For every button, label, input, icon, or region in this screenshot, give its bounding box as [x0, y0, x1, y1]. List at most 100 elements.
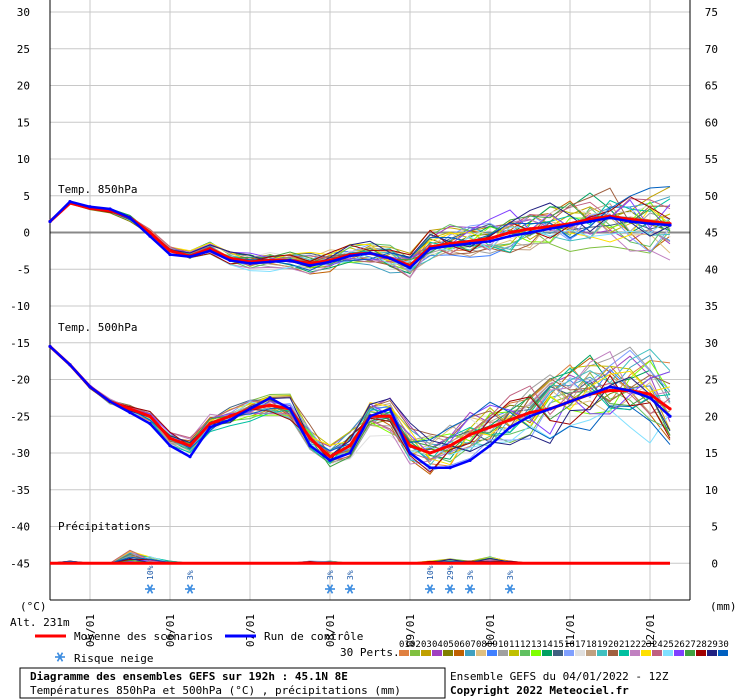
series-point [228, 258, 232, 263]
series-point [448, 244, 452, 248]
series-point [48, 344, 52, 349]
pert-swatch [553, 650, 563, 656]
member-line-t500 [49, 346, 671, 465]
series-point [528, 227, 532, 231]
footer-title: Diagramme des ensembles GEFS sur 192h : … [30, 670, 348, 683]
pert-number: 13 [531, 640, 542, 650]
footer-title-box [19, 667, 446, 699]
series-point [308, 263, 312, 268]
series-point [608, 216, 612, 220]
label-t500: Temp. 500hPa [58, 321, 137, 334]
pert-number: 30 [718, 640, 729, 650]
series-point [448, 444, 452, 448]
y-tick-label: -40 [10, 521, 30, 534]
series-point [328, 458, 332, 462]
y-tick-label: -20 [10, 374, 30, 387]
snowflake-icon [445, 584, 455, 594]
member-line-t500 [49, 346, 671, 461]
snowflake-center [348, 587, 352, 591]
right-unit: (mm) [710, 600, 737, 613]
pert-number: 14 [542, 640, 553, 650]
series-point [388, 256, 392, 260]
pert-number: 16 [564, 640, 575, 650]
series-point [668, 223, 672, 227]
series-point [648, 219, 652, 224]
series-point [168, 436, 172, 440]
series-point [508, 234, 512, 238]
pert-swatch [696, 650, 706, 656]
snowflake-icon [345, 584, 355, 594]
series-point [508, 230, 512, 235]
series-point [528, 230, 532, 235]
y-tick-label: 0 [23, 227, 30, 240]
series-point [248, 261, 252, 265]
pert-number: 06 [454, 640, 465, 650]
pert-swatch [630, 650, 640, 656]
series-point [208, 425, 212, 429]
y2-tick-label: 30 [705, 337, 718, 350]
pert-swatch [641, 650, 651, 656]
series-point [308, 444, 312, 448]
y2-tick-label: 5 [711, 521, 718, 534]
snowflake-icon [425, 584, 435, 594]
series-point [68, 200, 72, 204]
series-point [88, 205, 92, 209]
series-point [588, 219, 592, 224]
series-point [488, 236, 492, 240]
y2-tick-label: 50 [705, 190, 718, 203]
series-point [328, 260, 332, 264]
snowflake-icon [185, 584, 195, 594]
pert-swatch [619, 650, 629, 656]
pert-swatch [399, 650, 409, 656]
pert-number: 24 [652, 640, 663, 650]
y-tick-label: -25 [10, 410, 30, 423]
pert-number: 21 [619, 640, 630, 650]
series-point [488, 444, 492, 448]
snow-risk-markers: 10% 3% 3% 3% 10% 29% 3% 3% [145, 565, 515, 594]
series-point [508, 418, 512, 422]
x-tick-label: 11/01 [564, 614, 577, 647]
label-precip: Précipitations [58, 520, 151, 533]
series-point [348, 254, 352, 258]
y-tick-label: -5 [17, 263, 30, 276]
x-tick-label: 09/01 [404, 614, 417, 647]
snow-risk-label: 3% [326, 570, 335, 580]
y2-tick-label: 60 [705, 116, 718, 129]
series-point [188, 444, 192, 448]
member-line-t500 [49, 346, 671, 472]
pert-number: 03 [421, 640, 432, 650]
series-point [488, 425, 492, 429]
series-point [608, 388, 612, 393]
series-point [628, 388, 632, 393]
snowflake-icon [465, 584, 475, 594]
snow-risk-label: 3% [186, 570, 195, 580]
pert-swatch [663, 650, 673, 656]
pert-swatch [476, 650, 486, 656]
snow-risk-label: 3% [346, 570, 355, 580]
snow-risk-label: 29% [446, 565, 455, 580]
y2-tick-label: 45 [705, 227, 718, 240]
perts-label: 30 Perts. [340, 646, 400, 659]
pert-swatch [608, 650, 618, 656]
y-tick-label: -35 [10, 484, 30, 497]
pert-number: 17 [575, 640, 586, 650]
series-point [428, 466, 432, 470]
series-point [68, 363, 72, 367]
pert-number: 04 [432, 640, 443, 650]
pert-number: 27 [685, 640, 696, 650]
pert-swatch [465, 650, 475, 656]
member-line-t850 [49, 198, 671, 267]
series-point [388, 407, 392, 411]
footer-subtitle: Températures 850hPa et 500hPa (°C) , pré… [30, 684, 401, 697]
pert-swatch [487, 650, 497, 656]
y2-tick-label: 40 [705, 263, 718, 276]
y-tick-label: 30 [17, 6, 30, 19]
perturbation-legend: 01 02 03 04 05 06 07 08 09 10 11 12 13 14 15 16 17 18 19 20… [399, 640, 729, 656]
series-point [128, 407, 132, 411]
series-point [268, 403, 272, 407]
pert-swatch [520, 650, 530, 656]
series-point [368, 414, 372, 418]
series-point [468, 433, 472, 437]
y-tick-label: -15 [10, 337, 30, 350]
